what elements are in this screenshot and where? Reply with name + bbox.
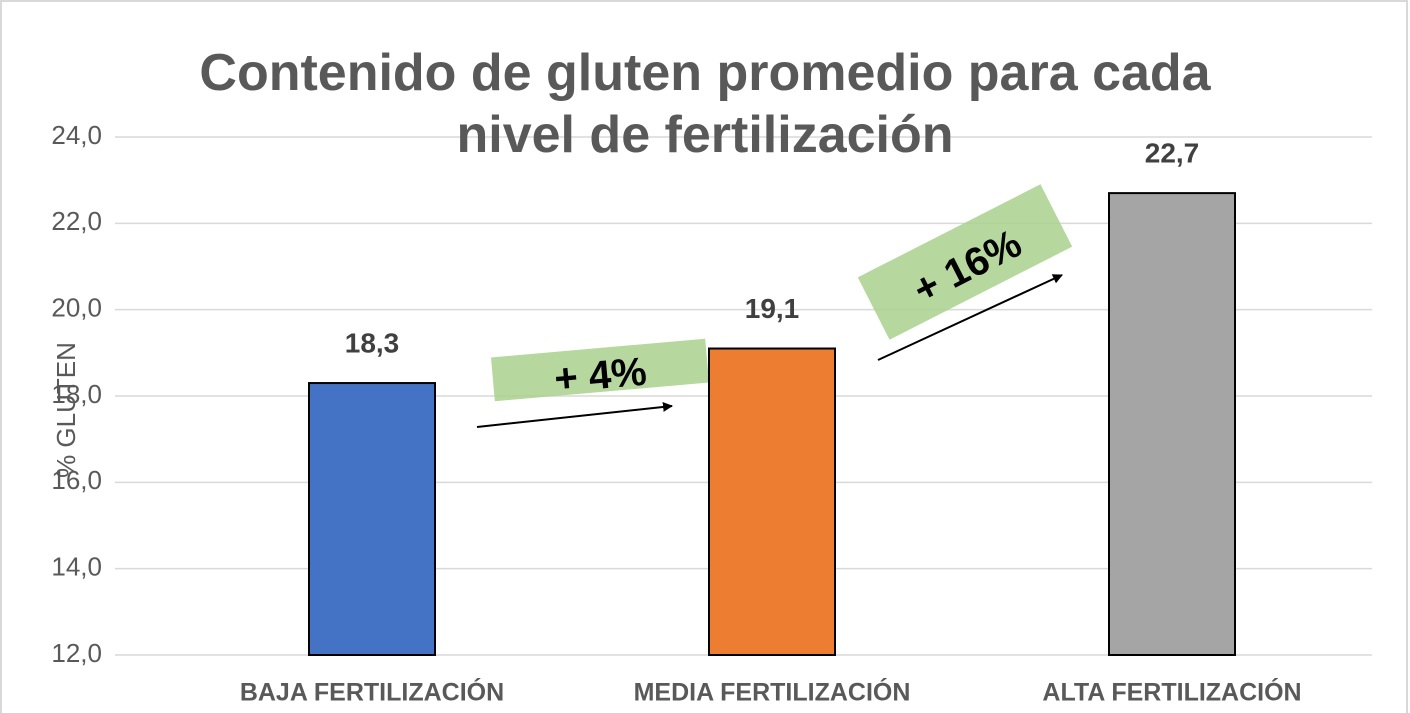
chart-title: Contenido de gluten promedio para cada n…: [199, 44, 1211, 164]
annotation-box: [857, 184, 1073, 340]
x-tick-label: ALTA FERTILIZACIÓN: [1042, 677, 1301, 707]
y-tick-label: 18,0: [51, 379, 102, 409]
data-label: 18,3: [345, 327, 400, 358]
bar: [308, 382, 436, 656]
annotation-text: + 4%: [553, 350, 649, 402]
arrow: [877, 274, 1063, 361]
y-tick-label: 24,0: [51, 120, 102, 150]
y-axis-label: % GLUTEN: [51, 342, 81, 478]
data-label: 22,7: [1145, 138, 1200, 169]
x-tick-label: MEDIA FERTILIZACIÓN: [634, 677, 911, 707]
data-label: 19,1: [745, 293, 800, 324]
x-tick-label: BAJA FERTILIZACIÓN: [240, 677, 504, 707]
y-tick-label: 12,0: [51, 638, 102, 668]
y-tick-label: 22,0: [51, 206, 102, 236]
annotation: + 4%: [490, 338, 710, 402]
y-tick-label: 20,0: [51, 293, 102, 323]
annotation: + 16%: [857, 184, 1073, 340]
bar: [708, 347, 836, 656]
y-tick-label: 16,0: [51, 465, 102, 495]
y-tick-label: 14,0: [51, 552, 102, 582]
annotation-box: [490, 338, 710, 402]
arrow: [476, 401, 673, 428]
bar: [1108, 192, 1236, 656]
